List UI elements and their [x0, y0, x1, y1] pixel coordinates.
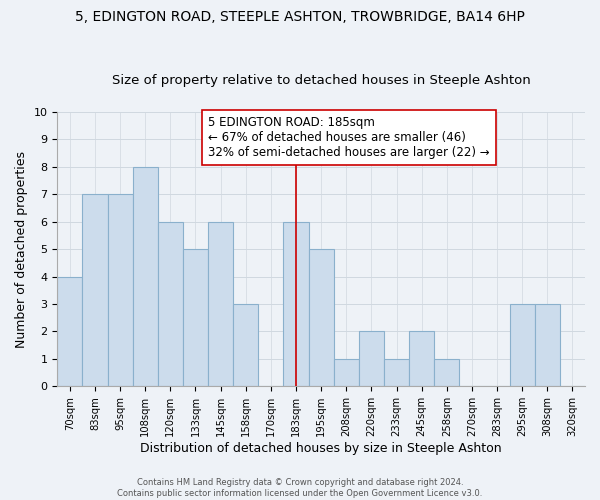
Title: Size of property relative to detached houses in Steeple Ashton: Size of property relative to detached ho…: [112, 74, 530, 87]
Bar: [283, 222, 308, 386]
Bar: [133, 166, 158, 386]
Bar: [233, 304, 259, 386]
Bar: [359, 332, 384, 386]
Bar: [57, 276, 82, 386]
Bar: [82, 194, 107, 386]
Bar: [308, 249, 334, 386]
Bar: [535, 304, 560, 386]
Bar: [509, 304, 535, 386]
Y-axis label: Number of detached properties: Number of detached properties: [15, 150, 28, 348]
Bar: [208, 222, 233, 386]
Text: 5 EDINGTON ROAD: 185sqm
← 67% of detached houses are smaller (46)
32% of semi-de: 5 EDINGTON ROAD: 185sqm ← 67% of detache…: [208, 116, 490, 159]
Text: 5, EDINGTON ROAD, STEEPLE ASHTON, TROWBRIDGE, BA14 6HP: 5, EDINGTON ROAD, STEEPLE ASHTON, TROWBR…: [75, 10, 525, 24]
Bar: [107, 194, 133, 386]
X-axis label: Distribution of detached houses by size in Steeple Ashton: Distribution of detached houses by size …: [140, 442, 502, 455]
Bar: [409, 332, 434, 386]
Bar: [158, 222, 183, 386]
Bar: [434, 359, 460, 386]
Bar: [334, 359, 359, 386]
Text: Contains HM Land Registry data © Crown copyright and database right 2024.
Contai: Contains HM Land Registry data © Crown c…: [118, 478, 482, 498]
Bar: [183, 249, 208, 386]
Bar: [384, 359, 409, 386]
